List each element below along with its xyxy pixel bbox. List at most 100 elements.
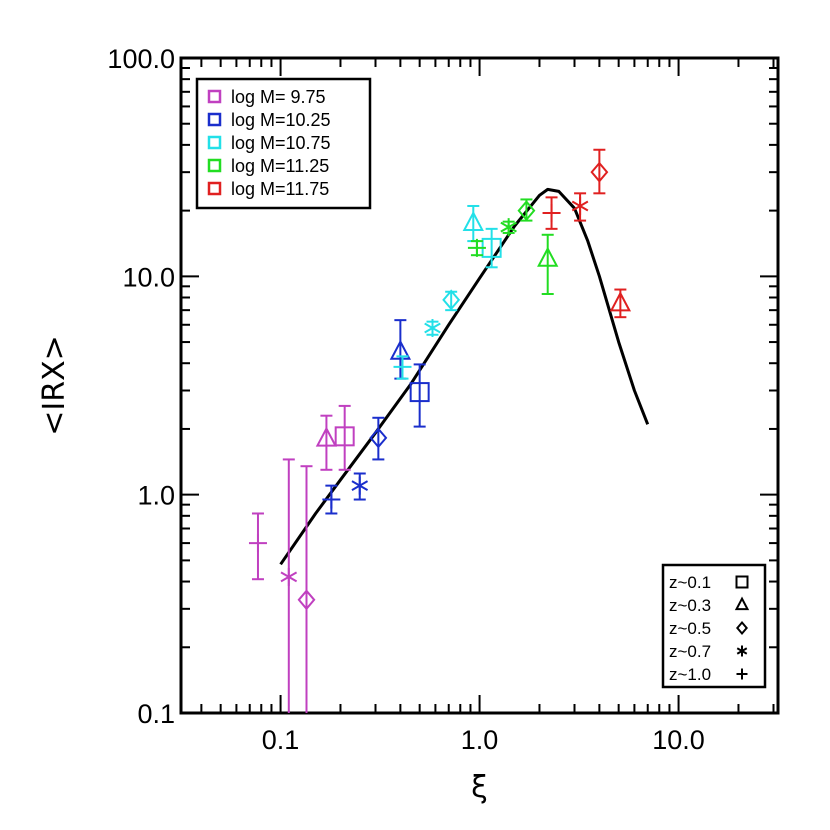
legend-swatch [207, 181, 222, 196]
marker-plus [393, 357, 412, 376]
marker-diamond [369, 427, 388, 449]
data-point [280, 458, 298, 713]
legend-label: z~0.5 [669, 619, 711, 638]
series-9.75 [248, 404, 355, 713]
axes: 0.1 1.0 10.0 0.1 1.0 10.0 100.0 ξ <IRX> [37, 44, 780, 805]
data-point [500, 218, 517, 237]
data-point [542, 196, 561, 230]
legend-label: z~1.0 [669, 665, 711, 684]
y-tick-label: 1.0 [137, 481, 175, 511]
y-axis-label: <IRX> [37, 335, 72, 436]
data-point [537, 233, 559, 296]
marker-asterisk [500, 218, 517, 237]
data-point [351, 472, 369, 501]
marker-triangle [609, 291, 632, 312]
x-tick-label: 10.0 [652, 725, 705, 755]
series-11.75 [542, 148, 632, 319]
data-point [369, 416, 388, 461]
redshift-legend-item: z~0.7 [669, 642, 748, 661]
data-point [389, 319, 412, 380]
marker-diamond [590, 161, 609, 183]
data-point [517, 198, 536, 222]
legend-swatch [207, 112, 222, 127]
redshift-legend-item: z~0.3 [669, 596, 750, 615]
mass-legend: log M= 9.75 log M=10.25 log M=10.75 log M=1… [195, 77, 372, 210]
data-point [393, 355, 412, 380]
mass-legend-box [195, 77, 372, 210]
marker-plus [248, 534, 267, 553]
data-point [334, 404, 355, 471]
marker-triangle [389, 339, 412, 360]
data-point [571, 192, 589, 222]
marker-diamond [517, 200, 536, 222]
asterisk-stroke [351, 480, 369, 491]
redshift-legend-item: z~0.5 [669, 619, 748, 638]
series-10.75 [393, 204, 502, 380]
asterisk-stroke [736, 647, 748, 655]
asterisk-stroke [424, 322, 441, 334]
x-tick-label: 1.0 [461, 725, 499, 755]
marker-asterisk [280, 567, 298, 586]
marker-asterisk [571, 196, 589, 215]
data-point [442, 289, 461, 312]
x-tick-label: 0.1 [262, 725, 300, 755]
marker-plus [542, 204, 561, 223]
marker-plus [736, 668, 748, 680]
x-axis-label: ξ [471, 770, 488, 805]
legend-label: log M=11.75 [231, 179, 329, 199]
legend-label: log M= 9.75 [231, 87, 326, 107]
data-point [322, 484, 341, 515]
mass-legend-item: log M=10.25 [207, 110, 331, 130]
asterisk-stroke [280, 571, 298, 583]
legend-label: z~0.3 [669, 596, 711, 615]
mass-legend-item: log M=10.75 [207, 133, 331, 153]
series-10.25 [322, 319, 430, 515]
marker-triangle [537, 246, 559, 267]
data-point [424, 318, 441, 337]
marker-square [735, 575, 749, 589]
mass-legend-item: log M= 9.75 [207, 87, 326, 107]
redshift-legend: z~0.1 z~0.3 z~0.5 z~0.7 z~1.0 [661, 563, 767, 689]
data-point [467, 238, 486, 257]
redshift-legend-item: z~0.1 [669, 573, 749, 592]
data-points-layer [248, 148, 632, 713]
model-curve-layer [279, 187, 650, 566]
marker-diamond [736, 620, 748, 636]
legend-label: z~0.7 [669, 642, 711, 661]
marker-triangle [315, 426, 338, 447]
redshift-legend-box [661, 563, 767, 689]
data-point [315, 414, 338, 471]
data-point [409, 363, 430, 428]
mass-legend-item: log M=11.75 [207, 179, 329, 199]
marker-triangle [462, 210, 484, 232]
legend-swatch [207, 135, 222, 150]
model-curve [279, 187, 650, 566]
y-tick-label: 100.0 [107, 44, 175, 74]
data-point [462, 204, 484, 243]
mass-legend-item: log M=11.25 [207, 156, 329, 176]
data-point [590, 148, 609, 195]
marker-triangle [734, 596, 750, 611]
legend-label: log M=11.25 [231, 156, 329, 176]
marker-asterisk [736, 645, 748, 657]
data-point [248, 512, 267, 581]
series-11.25 [467, 198, 559, 296]
asterisk-stroke [571, 200, 589, 212]
legend-label: log M=10.75 [231, 133, 331, 153]
data-point [297, 465, 316, 713]
data-point [609, 288, 632, 319]
marker-square [334, 426, 355, 447]
data-point [481, 227, 502, 269]
legend-swatch [207, 158, 222, 173]
marker-plus [322, 490, 341, 509]
legend-label: z~0.1 [669, 573, 711, 592]
marker-diamond [442, 289, 461, 311]
redshift-legend-item: z~1.0 [669, 665, 748, 684]
legend-label: log M=10.25 [231, 110, 331, 130]
y-tick-label: 10.0 [122, 262, 175, 292]
marker-asterisk [351, 476, 369, 495]
legend-swatch [207, 89, 222, 104]
marker-square [409, 382, 430, 403]
asterisk-stroke [500, 221, 517, 233]
